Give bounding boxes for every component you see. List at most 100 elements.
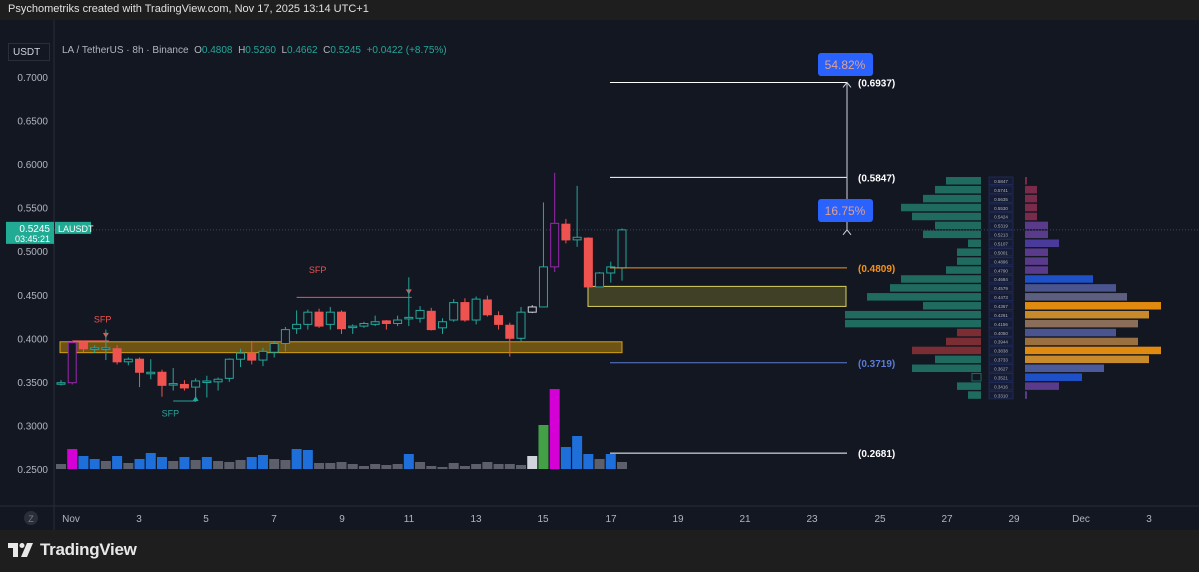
volume-bar [168,461,179,469]
target-level-label: (0.6937) [858,78,895,89]
volume-profile-left-bar [901,203,981,212]
legend-title: LA / TetherUS · 8h · Binance [62,45,189,56]
volume-bar [527,456,538,469]
volume-profile-price: 0.5424 [994,215,1008,220]
sfp-label: SFP [162,409,180,419]
volume-profile-price-cell [988,265,1014,275]
volume-profile-price-cell [988,230,1014,239]
symbol-tag [55,221,91,234]
candle-body [550,222,560,268]
volume-bar [78,456,89,469]
volume-bar [336,462,347,469]
candle-body [191,380,201,388]
volume-bar [482,462,493,469]
target-percent-label: 16.75% [825,204,866,218]
time-tick-label: Nov [62,514,80,525]
volume-profile-price: 0.3310 [994,393,1008,398]
volume-bar [325,463,336,469]
volume-profile-right-bar [1025,275,1093,283]
volume-bar [572,436,583,469]
volume-profile-left-bar [968,391,981,399]
volume-bar [179,457,190,469]
volume-profile-left-bar [971,372,982,382]
tradingview-brand: TradingView [40,540,137,559]
volume-profile-price: 0.5530 [994,206,1008,211]
volume-profile-right-bar [1025,310,1149,319]
volume-bar [560,447,571,469]
time-tick-label: 9 [339,514,345,525]
volume-bar [392,464,403,469]
candle-body [101,347,111,350]
footer: TradingView [8,540,137,560]
volume-profile-price-cell [988,239,1014,248]
volume-profile-left-bar [946,177,981,185]
volume-bar [471,464,482,469]
volume-profile-price: 0.3838 [994,349,1008,354]
price-tick-label: 0.3000 [17,421,48,432]
volume-bar [123,463,134,469]
volume-profile-right-bar [1025,266,1048,274]
volume-bar [381,465,392,469]
candle-body [67,342,77,384]
volume-bar [112,456,123,469]
chart-canvas[interactable]: 0.7000 0.6500 0.6000 0.5500 0.5000 0.4500 0.40… [0,20,1199,530]
price-tick-label: 0.7000 [17,73,48,84]
volume-profile-left-bar [946,337,981,346]
candle-body [123,358,133,363]
symbol-currency-button[interactable]: USDT [8,43,50,61]
volume-profile-right-bar [1025,212,1037,221]
time-tick-label: 3 [1146,514,1152,525]
volume-profile-left-bar [890,284,981,292]
candle-body [269,343,279,353]
high-label: H [238,45,246,56]
volume-bar [493,464,504,469]
tradingview-logo-icon [8,543,33,557]
volume-profile-price-cell [988,185,1014,194]
support-zone [59,341,623,354]
time-tick-label: 3 [136,514,142,525]
volume-bar [145,453,156,469]
volume-profile-left-bar [923,194,981,203]
volume-bar [437,467,448,469]
candle-body [157,371,167,386]
volume-bar [538,425,549,469]
chart-pane[interactable]: 0.7000 0.6500 0.6000 0.5500 0.5000 0.4500 0.40… [0,20,1199,530]
sfp-label: SFP [309,265,327,275]
volume-profile-right-bar [1025,319,1138,328]
volume-profile-right-bar [1025,391,1027,399]
candle-body [538,266,548,308]
volume-profile-price: 0.3627 [994,367,1008,372]
timezone-icon: Z [28,514,34,524]
volume-profile-price: 0.4473 [994,295,1008,300]
candle-body [303,311,313,325]
candle-body [583,237,593,288]
candle-body [471,298,481,321]
candle-body [337,311,346,330]
volume-bar [67,449,78,469]
volume-profile-price-cell [988,176,1014,185]
volume-bar [605,454,616,469]
candle-body [572,236,582,241]
volume-profile-right-bar [1025,293,1127,301]
volume-bar [358,466,369,469]
volume-profile-price-cell [988,390,1014,400]
volume-profile-price: 0.4367 [994,304,1008,309]
volume-bar [190,460,201,469]
price-tick-label: 0.3500 [17,378,48,389]
candle-body [280,329,290,345]
candle-body [224,358,234,379]
volume-profile-price-cell [988,301,1014,311]
volume-bar [415,462,426,469]
target-percent-badge [818,53,873,76]
candle-body [505,324,515,339]
volume-bar [426,466,437,469]
candle-body [359,322,369,327]
target-level-label: (0.3719) [858,359,895,370]
volume-bar [134,459,145,469]
open-label: O [194,45,202,56]
candle-body [595,272,605,288]
candle-body [460,302,470,321]
volume-profile-price: 0.4684 [994,277,1008,282]
volume-profile-price-cell [988,212,1014,221]
volume-profile-price: 0.3416 [994,384,1008,389]
